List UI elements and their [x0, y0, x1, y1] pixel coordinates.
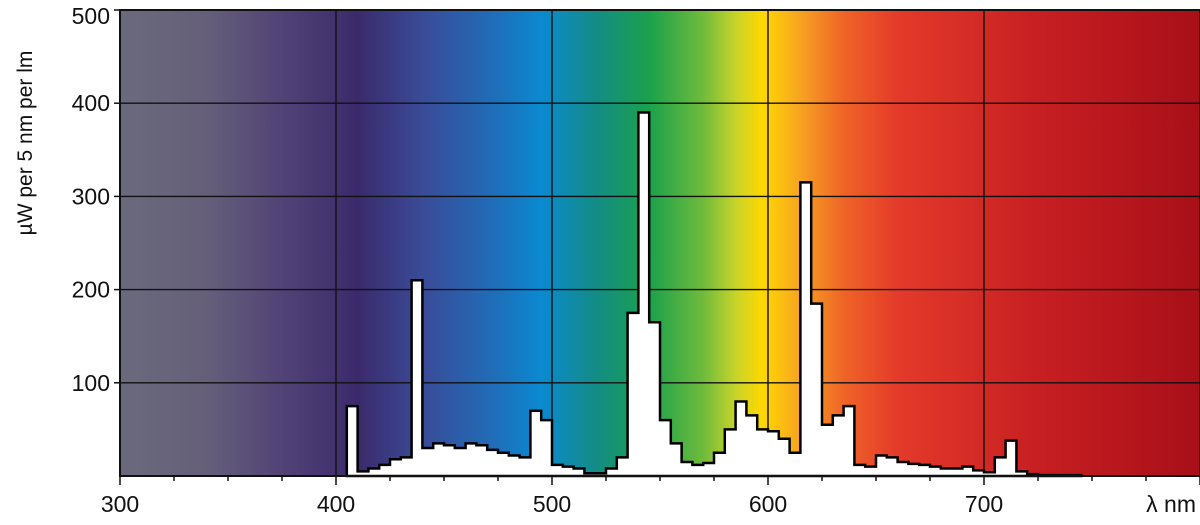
y-tick-label-500: 500: [72, 3, 110, 29]
y-tick-label-200: 200: [72, 277, 110, 303]
y-tick-label-300: 300: [72, 183, 110, 209]
y-tick-label-100: 100: [72, 370, 110, 396]
x-axis-ticks: 300 400 500 600 700: [101, 476, 1200, 517]
x-tick-label-300: 300: [101, 491, 139, 517]
y-tick-label-400: 400: [72, 90, 110, 116]
x-tick-label-700: 700: [965, 491, 1003, 517]
x-tick-label-400: 400: [317, 491, 355, 517]
x-axis-label: λ nm: [1146, 491, 1196, 517]
x-tick-label-500: 500: [533, 491, 571, 517]
x-tick-label-600: 600: [749, 491, 787, 517]
grid-lines: [120, 10, 1200, 476]
y-axis-label: µW per 5 nm per lm: [14, 51, 37, 236]
spectrum-area: [345, 111, 1083, 478]
y-axis-ticks: 100 200 300 400 500: [72, 3, 120, 396]
